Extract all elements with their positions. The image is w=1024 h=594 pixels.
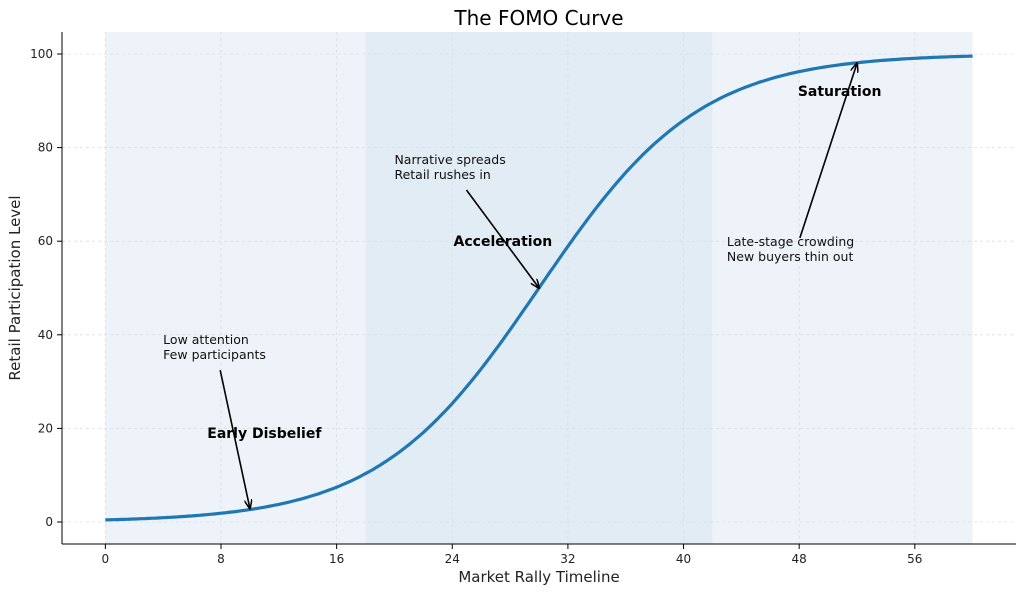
x-tick-label: 56 bbox=[907, 552, 922, 566]
x-tick-label: 24 bbox=[445, 552, 460, 566]
annotation-arrow-1 bbox=[465, 189, 539, 288]
annotation-text-2: New buyers thin out bbox=[727, 249, 854, 264]
phase-label-0: Early Disbelief bbox=[207, 426, 322, 442]
y-tick-label: 20 bbox=[38, 421, 53, 435]
annotation-text-1: Narrative spreads bbox=[394, 152, 505, 167]
phase-region-0 bbox=[105, 32, 366, 544]
annotation-text-0: Few participants bbox=[163, 347, 266, 362]
phase-label-2: Saturation bbox=[798, 84, 882, 100]
phase-label-1: Acceleration bbox=[454, 234, 553, 250]
annotation-text-0: Low attention bbox=[163, 332, 249, 347]
x-tick-label: 8 bbox=[217, 552, 225, 566]
y-tick-label: 100 bbox=[30, 47, 53, 61]
y-tick-label: 0 bbox=[45, 515, 53, 529]
y-tick-label: 60 bbox=[38, 234, 53, 248]
x-tick-label: 40 bbox=[676, 552, 691, 566]
annotation-text-2: Late-stage crowding bbox=[727, 234, 854, 249]
x-axis-label: Market Rally Timeline bbox=[458, 568, 619, 586]
y-tick-label: 80 bbox=[38, 141, 53, 155]
chart-title: The FOMO Curve bbox=[453, 6, 623, 30]
annotation-text-1: Retail rushes in bbox=[394, 167, 490, 182]
phase-region-2 bbox=[712, 32, 973, 544]
y-axis-label: Retail Participation Level bbox=[6, 195, 24, 380]
x-tick-label: 32 bbox=[560, 552, 575, 566]
y-tick-label: 40 bbox=[38, 328, 53, 342]
x-tick-label: 48 bbox=[792, 552, 807, 566]
annotation-arrow-2 bbox=[799, 63, 857, 239]
annotation-arrow-0 bbox=[219, 369, 250, 508]
x-tick-label: 16 bbox=[329, 552, 344, 566]
x-tick-label: 0 bbox=[102, 552, 110, 566]
